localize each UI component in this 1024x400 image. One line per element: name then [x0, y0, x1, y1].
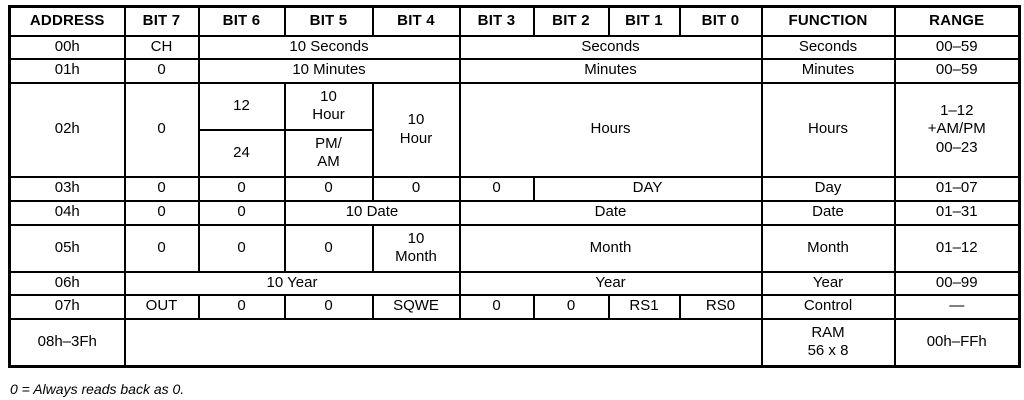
row-control-07h: 07h OUT 0 0 SQWE 0 0 RS1 RS0 Control — — [8, 293, 1021, 320]
cell-bit7-zero: 0 — [123, 57, 200, 84]
cell-day: DAY — [532, 175, 763, 202]
cell-range: 01–12 — [893, 223, 1021, 273]
row-hours-02h-bottom: 24 PM/ AM — [10, 128, 1020, 178]
cell-bit7-zero: 0 — [123, 223, 200, 273]
col-header-bit7: BIT 7 — [123, 5, 200, 37]
row-day-03h: 03h 0 0 0 0 0 DAY Day 01–07 — [8, 175, 1021, 202]
cell-address: 05h — [8, 223, 126, 273]
cell-pm-am: PM/ AM — [283, 128, 374, 178]
cell-function: RAM 56 x 8 — [760, 317, 896, 368]
cell-address: 02h — [8, 81, 126, 178]
cell-10-seconds: 10 Seconds — [197, 34, 461, 60]
cell-10-hour-12h: 10 Hour — [283, 81, 374, 131]
cell-bit1-rs1: RS1 — [607, 293, 681, 320]
cell-date: Date — [458, 199, 763, 226]
cell-function: Control — [760, 293, 896, 320]
footnote: 0 = Always reads back as 0. — [10, 381, 185, 397]
cell-10-month: 10 Month — [371, 223, 461, 273]
cell-range: 01–31 — [893, 199, 1021, 226]
cell-bit6-zero: 0 — [197, 175, 286, 202]
cell-bit5-zero: 0 — [283, 175, 374, 202]
cell-range: 00h–FFh — [893, 317, 1021, 368]
cell-address: 03h — [8, 175, 126, 202]
cell-function: Month — [760, 223, 896, 273]
row-ram-08h-3fh: 08h–3Fh RAM 56 x 8 00h–FFh — [8, 317, 1021, 368]
col-header-bit4: BIT 4 — [371, 5, 461, 37]
cell-month: Month — [458, 223, 763, 273]
cell-bit4-zero: 0 — [371, 175, 461, 202]
cell-bit0-rs0: RS0 — [678, 293, 763, 320]
cell-range: — — [893, 293, 1021, 320]
row-date-04h: 04h 0 0 10 Date Date Date 01–31 — [8, 199, 1021, 226]
cell-range: 00–99 — [893, 270, 1021, 296]
col-header-function: FUNCTION — [760, 5, 896, 37]
col-header-address: ADDRESS — [8, 5, 126, 37]
cell-range: 00–59 — [893, 57, 1021, 84]
cell-bit2-zero: 0 — [532, 293, 610, 320]
cell-range: 1–12 +AM/PM 00–23 — [893, 81, 1021, 178]
col-header-bit0: BIT 0 — [678, 5, 763, 37]
cell-bit3-zero: 0 — [458, 293, 535, 320]
cell-bit5-zero: 0 — [283, 223, 374, 273]
cell-bit6-zero: 0 — [197, 223, 286, 273]
cell-function: Date — [760, 199, 896, 226]
col-header-bit1: BIT 1 — [607, 5, 681, 37]
cell-seconds: Seconds — [458, 34, 763, 60]
cell-10-hour: 10 Hour — [371, 81, 461, 178]
cell-function: Day — [760, 175, 896, 202]
cell-ram-bits-empty — [123, 317, 763, 368]
cell-address: 00h — [8, 34, 126, 60]
row-seconds-00h: 00h CH 10 Seconds Seconds Seconds 00–59 — [8, 34, 1021, 60]
cell-function: Year — [760, 270, 896, 296]
cell-bit7-zero: 0 — [123, 199, 200, 226]
cell-mode-24: 24 — [197, 128, 286, 178]
cell-range: 01–07 — [893, 175, 1021, 202]
cell-bit3-zero: 0 — [458, 175, 535, 202]
cell-hours: Hours — [458, 81, 763, 178]
header-row: ADDRESS BIT 7 BIT 6 BIT 5 BIT 4 BIT 3 BI… — [8, 5, 1021, 37]
cell-address: 08h–3Fh — [8, 317, 126, 368]
cell-address: 07h — [8, 293, 126, 320]
cell-10-minutes: 10 Minutes — [197, 57, 461, 84]
cell-range: 00–59 — [893, 34, 1021, 60]
cell-bit7-zero: 0 — [123, 81, 200, 178]
cell-bit6-zero: 0 — [197, 293, 286, 320]
cell-address: 01h — [8, 57, 126, 84]
cell-year: Year — [458, 270, 763, 296]
col-header-bit2: BIT 2 — [532, 5, 610, 37]
cell-address: 06h — [8, 270, 126, 296]
row-hours-02h-top: 02h 0 12 10 Hour 10 Hour Hours Hours 1–1… — [8, 81, 1021, 178]
cell-function: Seconds — [760, 34, 896, 60]
cell-function: Minutes — [760, 57, 896, 84]
cell-10-year: 10 Year — [123, 270, 461, 296]
row-minutes-01h: 01h 0 10 Minutes Minutes Minutes 00–59 — [8, 57, 1021, 84]
cell-bit6-zero: 0 — [197, 199, 286, 226]
cell-bit7-ch: CH — [123, 34, 200, 60]
cell-function: Hours — [760, 81, 896, 178]
cell-bit5-zero: 0 — [283, 293, 374, 320]
cell-10-date: 10 Date — [283, 199, 461, 226]
row-month-05h: 05h 0 0 0 10 Month Month Month 01–12 — [8, 223, 1021, 273]
cell-address: 04h — [8, 199, 126, 226]
cell-bit4-sqwe: SQWE — [371, 293, 461, 320]
cell-minutes: Minutes — [458, 57, 763, 84]
row-year-06h: 06h 10 Year Year Year 00–99 — [8, 270, 1021, 296]
col-header-bit6: BIT 6 — [197, 5, 286, 37]
cell-bit7-zero: 0 — [123, 175, 200, 202]
col-header-bit5: BIT 5 — [283, 5, 374, 37]
cell-bit7-out: OUT — [123, 293, 200, 320]
col-header-bit3: BIT 3 — [458, 5, 535, 37]
rtc-register-map-table: ADDRESS BIT 7 BIT 6 BIT 5 BIT 4 BIT 3 BI… — [8, 5, 1021, 368]
col-header-range: RANGE — [893, 5, 1021, 37]
cell-mode-12: 12 — [197, 81, 286, 131]
